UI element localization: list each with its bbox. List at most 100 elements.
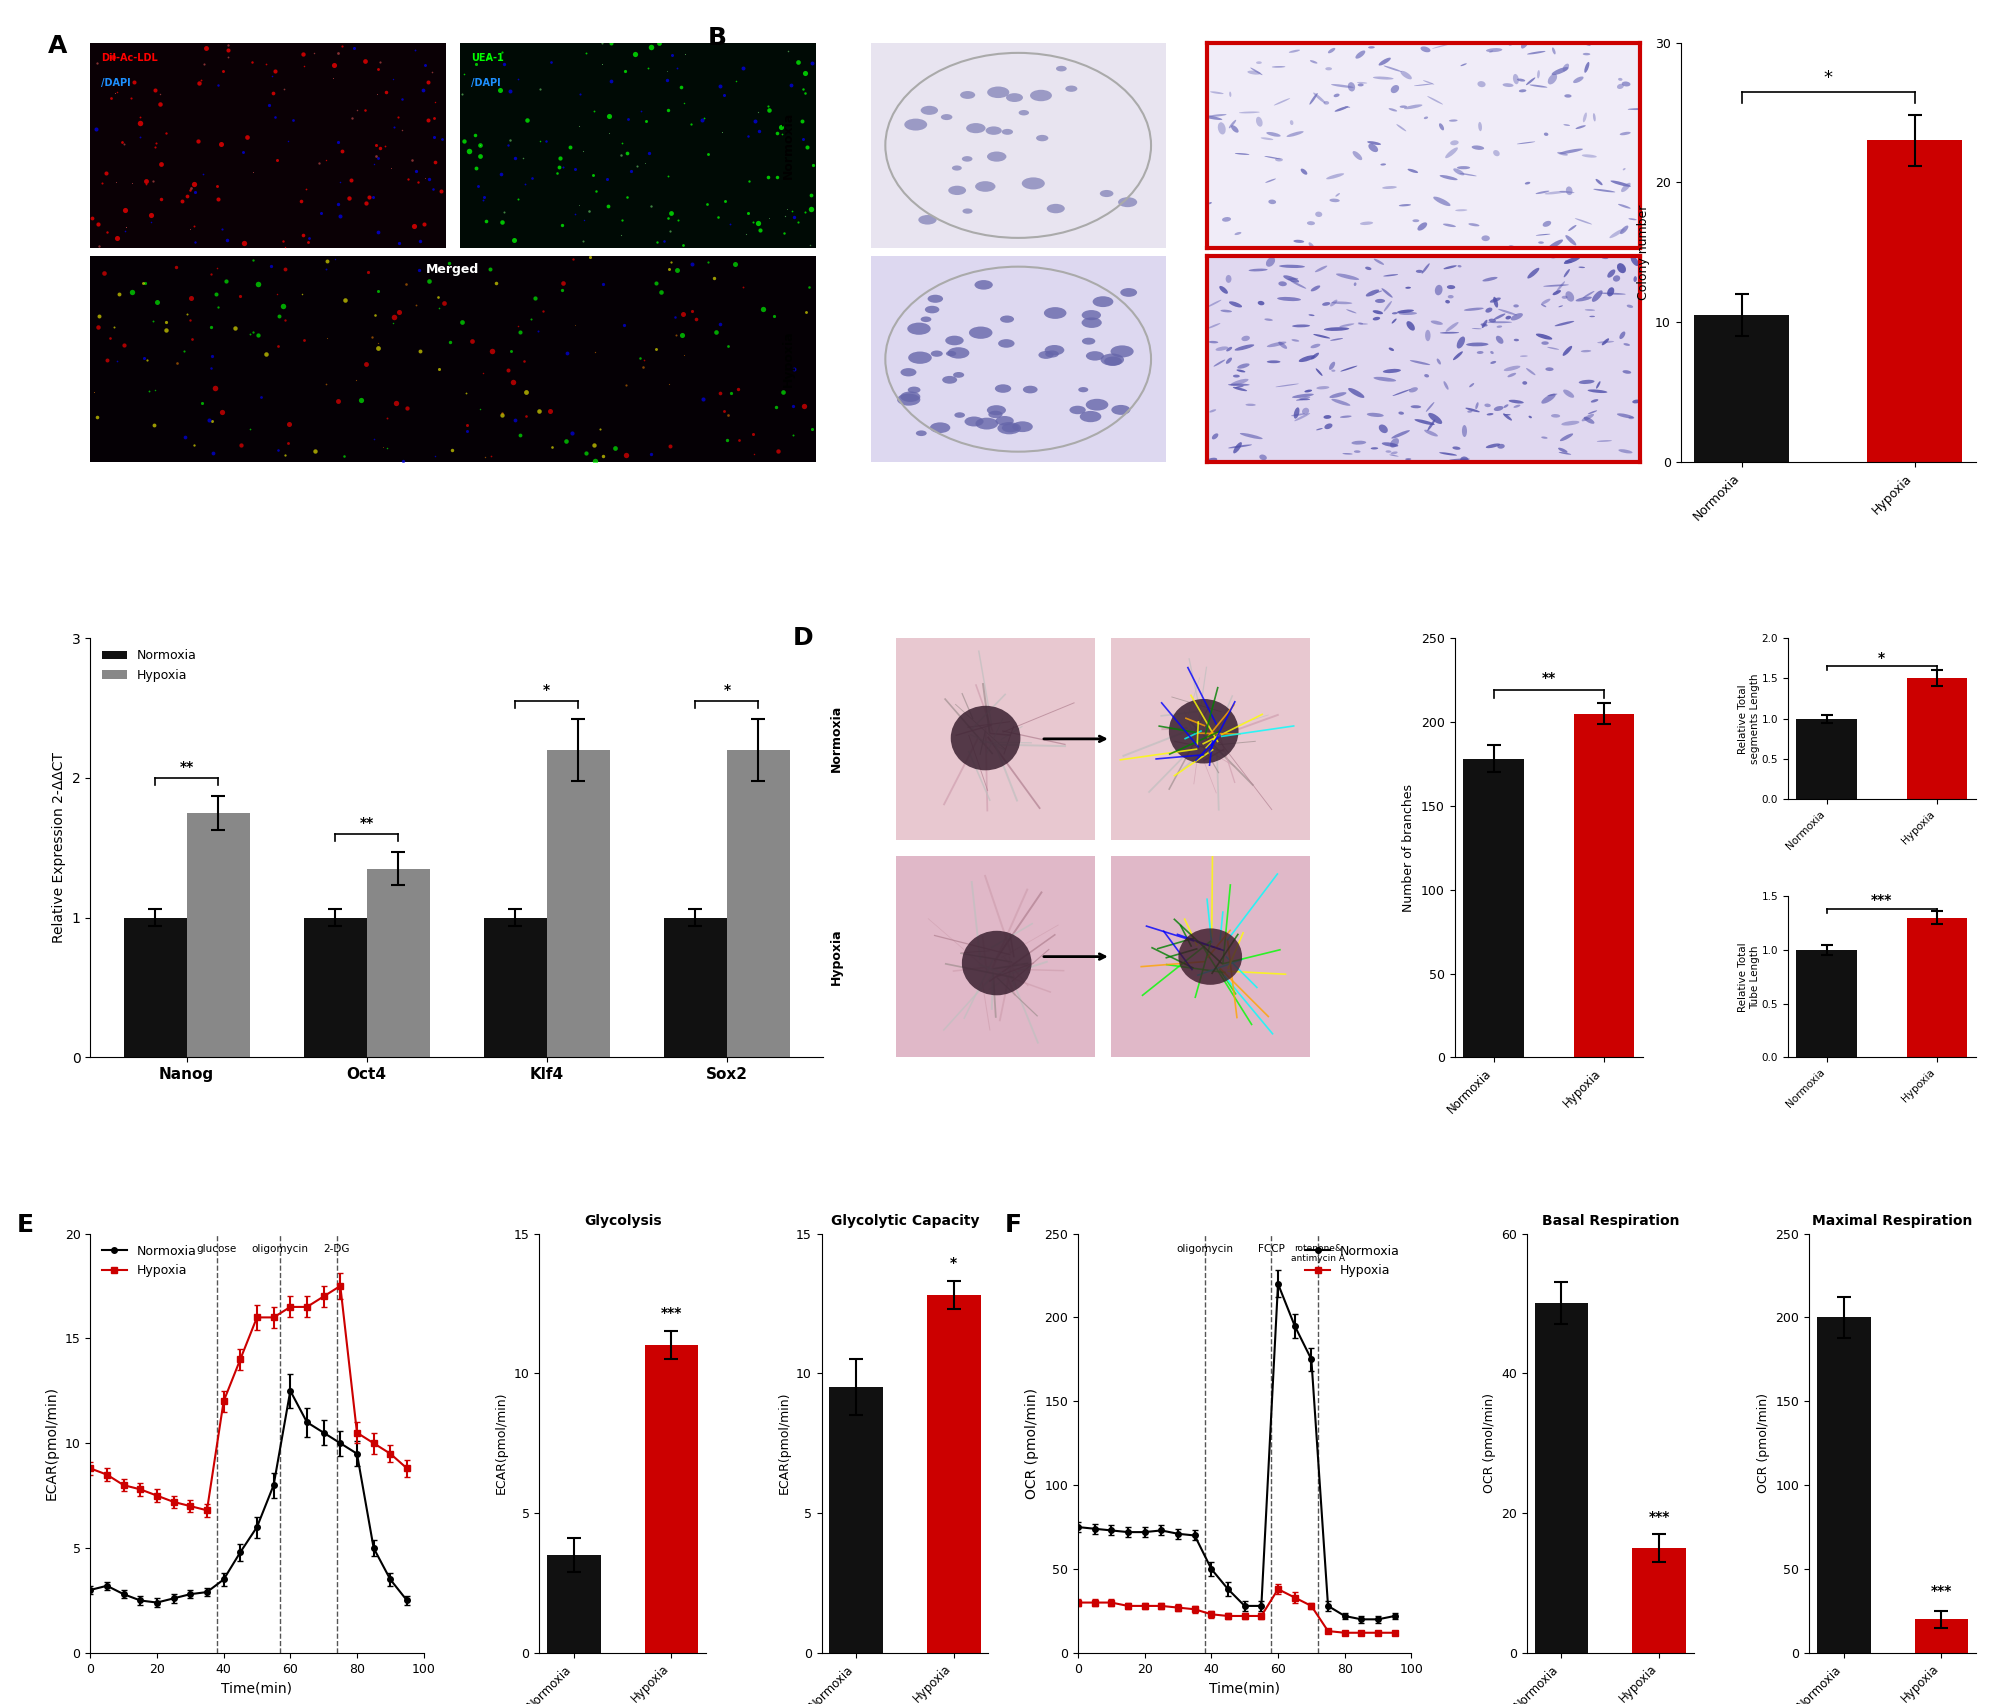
Ellipse shape	[1277, 296, 1301, 302]
Ellipse shape	[998, 339, 1015, 348]
Ellipse shape	[1426, 95, 1442, 104]
Text: *: *	[724, 683, 730, 697]
Ellipse shape	[1490, 361, 1496, 365]
Ellipse shape	[1464, 407, 1480, 412]
Ellipse shape	[1432, 43, 1454, 49]
Ellipse shape	[1484, 307, 1492, 312]
Ellipse shape	[1263, 157, 1281, 158]
Ellipse shape	[1239, 433, 1261, 440]
Ellipse shape	[1616, 262, 1626, 273]
Ellipse shape	[1558, 305, 1562, 307]
Ellipse shape	[1043, 307, 1067, 319]
Ellipse shape	[1399, 106, 1406, 107]
Ellipse shape	[1047, 204, 1065, 213]
Ellipse shape	[1329, 300, 1337, 307]
Ellipse shape	[1315, 387, 1329, 389]
Ellipse shape	[1263, 319, 1273, 320]
Ellipse shape	[1444, 266, 1456, 269]
Ellipse shape	[1466, 411, 1472, 412]
Ellipse shape	[1488, 51, 1492, 53]
Text: DiI-Ac-LDL: DiI-Ac-LDL	[100, 53, 158, 63]
Ellipse shape	[1456, 165, 1470, 169]
Ellipse shape	[1562, 296, 1566, 298]
Ellipse shape	[1596, 341, 1614, 343]
Ellipse shape	[1023, 385, 1037, 394]
Ellipse shape	[1422, 262, 1430, 274]
Ellipse shape	[1279, 264, 1305, 268]
Ellipse shape	[1307, 222, 1315, 225]
Ellipse shape	[896, 394, 920, 406]
Text: Hypoxia: Hypoxia	[782, 331, 794, 387]
Ellipse shape	[1628, 218, 1636, 220]
Text: Hypoxia: Hypoxia	[830, 929, 842, 985]
Ellipse shape	[1564, 94, 1570, 97]
Ellipse shape	[1478, 82, 1486, 87]
Ellipse shape	[1353, 283, 1355, 286]
Ellipse shape	[1391, 319, 1395, 324]
Ellipse shape	[1081, 317, 1101, 327]
Ellipse shape	[1450, 140, 1458, 145]
Ellipse shape	[1440, 176, 1458, 181]
Ellipse shape	[1383, 65, 1401, 72]
Ellipse shape	[1233, 232, 1241, 235]
Bar	[1572, 714, 1634, 1058]
Ellipse shape	[1323, 416, 1331, 419]
Ellipse shape	[1365, 266, 1371, 271]
Bar	[926, 1295, 980, 1653]
Ellipse shape	[1379, 164, 1385, 165]
Ellipse shape	[1199, 114, 1221, 119]
Text: Merged: Merged	[427, 262, 479, 276]
Ellipse shape	[1233, 344, 1253, 351]
Ellipse shape	[1229, 92, 1231, 97]
Ellipse shape	[1544, 191, 1566, 194]
Ellipse shape	[1610, 181, 1630, 187]
Ellipse shape	[968, 327, 992, 339]
Ellipse shape	[988, 411, 1002, 417]
Ellipse shape	[986, 87, 1009, 99]
Ellipse shape	[1626, 107, 1648, 111]
Ellipse shape	[1309, 344, 1319, 348]
Ellipse shape	[974, 417, 998, 429]
Ellipse shape	[1119, 288, 1137, 296]
Ellipse shape	[1524, 182, 1530, 184]
Ellipse shape	[1426, 402, 1434, 412]
Bar	[644, 1346, 698, 1653]
Ellipse shape	[1564, 261, 1570, 262]
Ellipse shape	[1582, 155, 1596, 158]
Ellipse shape	[1367, 143, 1377, 152]
Ellipse shape	[1480, 324, 1488, 327]
Ellipse shape	[1414, 83, 1432, 85]
Ellipse shape	[1508, 245, 1514, 249]
Ellipse shape	[1101, 353, 1123, 366]
Ellipse shape	[1472, 145, 1484, 150]
Ellipse shape	[1460, 63, 1466, 66]
Ellipse shape	[1536, 233, 1550, 235]
Bar	[1867, 140, 1961, 462]
Ellipse shape	[1267, 341, 1285, 348]
Ellipse shape	[1299, 399, 1309, 400]
Ellipse shape	[1586, 390, 1606, 394]
Bar	[1905, 678, 1967, 799]
X-axis label: Time(min): Time(min)	[221, 1682, 293, 1695]
Ellipse shape	[1584, 308, 1594, 312]
Ellipse shape	[1343, 106, 1349, 107]
Ellipse shape	[1444, 300, 1450, 303]
Bar	[1905, 918, 1967, 1058]
Ellipse shape	[1596, 382, 1600, 389]
Ellipse shape	[1255, 61, 1261, 65]
Ellipse shape	[1209, 92, 1223, 94]
Ellipse shape	[1355, 51, 1365, 58]
Ellipse shape	[1231, 124, 1237, 133]
Ellipse shape	[1486, 443, 1500, 448]
Ellipse shape	[1606, 288, 1614, 296]
Ellipse shape	[1237, 363, 1249, 368]
Ellipse shape	[906, 322, 930, 334]
Ellipse shape	[1315, 368, 1321, 377]
Ellipse shape	[1564, 269, 1570, 278]
Ellipse shape	[1606, 269, 1614, 278]
Ellipse shape	[1456, 336, 1464, 349]
Ellipse shape	[1626, 305, 1632, 308]
Ellipse shape	[962, 208, 972, 213]
Ellipse shape	[1526, 77, 1534, 85]
Ellipse shape	[1353, 450, 1359, 453]
